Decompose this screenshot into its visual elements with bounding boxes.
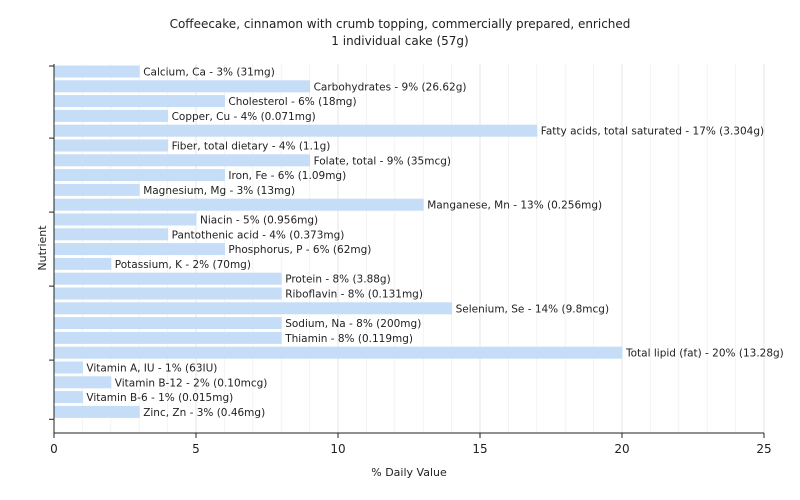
bar-label-17: Sodium, Na - 8% (200mg) <box>285 318 421 330</box>
bar-label-16: Selenium, Se - 14% (9.8mcg) <box>456 303 609 315</box>
bar-13 <box>54 257 112 270</box>
bar-17 <box>54 317 282 330</box>
bar-label-2: Cholesterol - 6% (18mg) <box>228 96 356 108</box>
x-tick-label-1: 5 <box>192 442 200 456</box>
x-ticks-group: 0 5 10 15 20 25 <box>50 433 772 456</box>
bars-group: Calcium, Ca - 3% (31mg) Carbohydrates - 9… <box>54 65 784 419</box>
bar-6 <box>54 154 311 167</box>
bar-label-18: Thiamin - 8% (0.119mg) <box>284 333 413 345</box>
bar-4 <box>54 124 538 137</box>
x-axis-label: % Daily Value <box>371 466 447 479</box>
x-tick-label-0: 0 <box>50 442 58 456</box>
chart-subtitle: 1 individual cake (57g) <box>331 34 468 48</box>
x-tick-label-2: 10 <box>330 442 345 456</box>
chart-title: Coffeecake, cinnamon with crumb topping,… <box>170 17 631 31</box>
bar-label-9: Manganese, Mn - 13% (0.256mg) <box>427 200 602 212</box>
bar-label-12: Phosphorus, P - 6% (62mg) <box>228 244 371 256</box>
bar-label-3: Copper, Cu - 4% (0.071mg) <box>172 111 316 123</box>
bar-9 <box>54 198 424 211</box>
y-axis-label: Nutrient <box>36 225 49 271</box>
bar-14 <box>54 272 282 285</box>
bar-2 <box>54 95 225 108</box>
bar-12 <box>54 243 225 256</box>
bar-22 <box>54 391 83 404</box>
bar-label-11: Pantothenic acid - 4% (0.373mg) <box>172 229 345 241</box>
bar-21 <box>54 376 112 389</box>
bar-19 <box>54 346 623 359</box>
axes-group <box>49 64 764 434</box>
bar-11 <box>54 228 169 241</box>
bar-label-6: Folate, total - 9% (35mcg) <box>314 155 451 167</box>
bar-label-8: Magnesium, Mg - 3% (13mg) <box>143 185 295 197</box>
bar-18 <box>54 331 282 344</box>
bar-20 <box>54 361 83 374</box>
bar-label-10: Niacin - 5% (0.956mg) <box>200 215 318 227</box>
bar-label-1: Carbohydrates - 9% (26.62g) <box>314 81 467 93</box>
bar-0 <box>54 65 140 78</box>
bar-label-15: Riboflavin - 8% (0.131mg) <box>285 289 423 301</box>
bar-label-5: Fiber, total dietary - 4% (1.1g) <box>172 141 331 153</box>
bar-label-21: Vitamin B-12 - 2% (0.10mcg) <box>115 377 268 389</box>
bar-label-23: Zinc, Zn - 3% (0.46mg) <box>143 407 265 419</box>
bar-label-22: Vitamin B-6 - 1% (0.015mg) <box>86 392 233 404</box>
bar-7 <box>54 169 225 182</box>
bar-10 <box>54 213 197 226</box>
bar-label-14: Protein - 8% (3.88g) <box>285 274 391 286</box>
bar-3 <box>54 109 169 122</box>
bar-23 <box>54 405 140 418</box>
bar-15 <box>54 287 282 300</box>
bar-label-20: Vitamin A, IU - 1% (63IU) <box>86 363 217 375</box>
bar-8 <box>54 183 140 196</box>
bar-5 <box>54 139 169 152</box>
x-tick-label-3: 15 <box>472 442 487 456</box>
bar-16 <box>54 302 453 315</box>
bar-label-4: Fatty acids, total saturated - 17% (3.30… <box>541 126 764 138</box>
bar-label-0: Calcium, Ca - 3% (31mg) <box>143 67 275 79</box>
bar-label-13: Potassium, K - 2% (70mg) <box>115 259 251 271</box>
x-tick-label-4: 20 <box>614 442 629 456</box>
bar-1 <box>54 80 311 93</box>
bar-label-19: Total lipid (fat) - 20% (13.28g) <box>625 348 784 360</box>
bar-label-7: Iron, Fe - 6% (1.09mg) <box>228 170 346 182</box>
x-tick-label-5: 25 <box>756 442 771 456</box>
